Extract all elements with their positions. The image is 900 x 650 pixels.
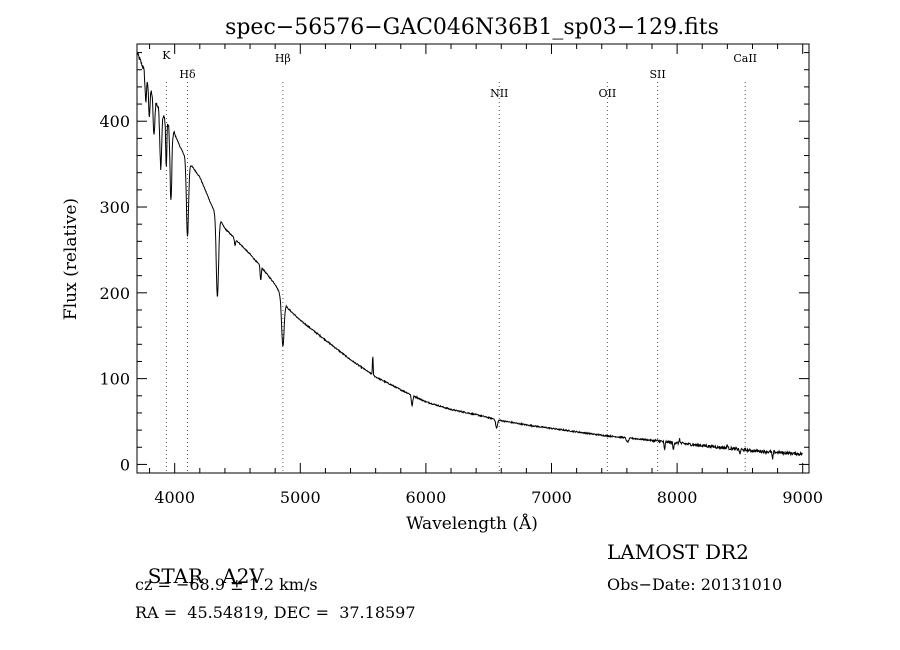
- x-axis-ticks: 4000 5000 6000 7000 8000 9000: [149, 44, 823, 507]
- x-tick-label: 4000: [154, 488, 195, 507]
- y-tick-label: 0: [120, 455, 130, 474]
- y-tick-label: 400: [99, 112, 130, 131]
- spectrum-line: [136, 51, 803, 460]
- reference-line-label: Hδ: [179, 68, 196, 81]
- reference-lines: K Hδ Hβ NII OII SII CaII: [162, 49, 757, 473]
- x-tick-label: 7000: [531, 488, 572, 507]
- reference-line-label: Hβ: [275, 52, 291, 65]
- reference-line-label: NII: [490, 87, 508, 100]
- y-tick-label: 200: [99, 284, 130, 303]
- observation-date: Obs−Date: 20131010: [607, 575, 783, 594]
- y-tick-label: 100: [99, 370, 130, 389]
- x-tick-label: 9000: [782, 488, 823, 507]
- x-tick-label: 5000: [280, 488, 321, 507]
- spectral-subclass: A2V: [222, 564, 264, 588]
- reference-line-label: SII: [650, 68, 666, 81]
- survey-name: LAMOST DR2: [607, 540, 749, 564]
- reference-line-label: CaII: [733, 52, 757, 65]
- redshift-velocity: cz = −68.9 ± 1.2 km/s: [135, 575, 318, 594]
- x-tick-label: 6000: [406, 488, 447, 507]
- x-axis-label: Wavelength (Å): [406, 513, 538, 534]
- reference-line-label: K: [162, 49, 171, 62]
- y-axis-ticks: 0 100 200 300 400: [99, 52, 809, 474]
- y-axis-label: Flux (relative): [61, 198, 81, 320]
- object-class: STAR A2V: [135, 540, 264, 588]
- y-tick-label: 300: [99, 198, 130, 217]
- object-class-label: STAR: [147, 564, 204, 588]
- coordinates: RA = 45.54819, DEC = 37.18597: [135, 603, 416, 622]
- x-tick-label: 8000: [657, 488, 698, 507]
- reference-line-label: OII: [599, 87, 617, 100]
- plot-frame: [136, 43, 810, 474]
- chart-title: spec−56576−GAC046N36B1_sp03−129.fits: [225, 15, 719, 40]
